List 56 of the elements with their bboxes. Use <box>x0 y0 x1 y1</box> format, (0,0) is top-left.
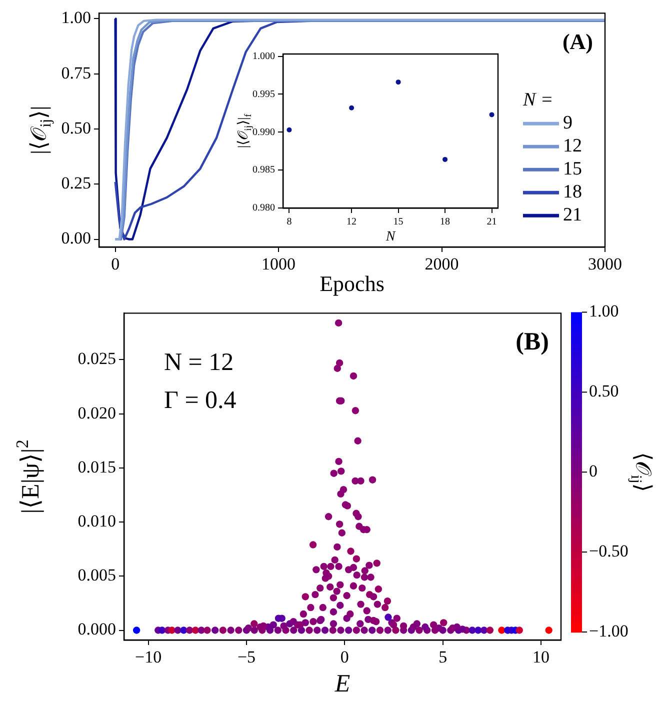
y-tick-label: 0.990 <box>252 126 275 138</box>
x-tick-label: 1000 <box>262 254 296 274</box>
y-tick-label: 0.00 <box>61 228 91 248</box>
x-tick-label: 0 <box>340 648 349 667</box>
y-tick-label: 0.75 <box>61 63 91 82</box>
y-tick-label: 1.00 <box>61 8 91 28</box>
color-bar-label: −0.50 <box>589 542 628 561</box>
y-tick-label: 0.980 <box>252 202 275 214</box>
y-tick-label: 0.015 <box>78 457 116 476</box>
point <box>286 127 292 132</box>
x-tick-label: 2000 <box>424 254 459 274</box>
y-tick-label: 0.020 <box>78 403 116 422</box>
x-axis-title: N <box>384 230 396 245</box>
annotation: (B) <box>516 328 550 356</box>
x-tick-label: 10 <box>532 648 550 667</box>
x-axis-title: Epochs <box>320 270 384 296</box>
point <box>396 80 401 85</box>
y-tick-label: 1.000 <box>252 50 275 62</box>
y-tick-label: 0.000 <box>78 620 116 639</box>
color-bar-label: 0.50 <box>589 382 619 401</box>
y-tick-label: 0.995 <box>252 88 275 100</box>
x-tick-label: 5 <box>438 648 448 667</box>
legend-title: N = <box>522 90 554 111</box>
point <box>489 112 494 118</box>
y-tick-label: 0.25 <box>61 174 91 193</box>
color-bar-label: 1.00 <box>589 302 619 321</box>
y-tick-label: 0.50 <box>61 118 91 138</box>
legend-label: 18 <box>563 182 582 203</box>
x-tick-label: 3000 <box>588 254 622 274</box>
y-axis-title: |⟨𝒪ij⟩|f <box>236 113 254 148</box>
point <box>349 105 354 110</box>
x-tick-label: 21 <box>486 216 497 228</box>
annotation: N = 12 <box>164 348 234 376</box>
x-tick-label: 0 <box>111 254 120 274</box>
annotation: (A) <box>562 28 594 54</box>
legend-label: 9 <box>563 112 572 134</box>
x-tick-label: 15 <box>393 216 404 228</box>
x-tick-label: −10 <box>135 648 162 667</box>
point <box>442 156 448 162</box>
x-tick-label: 8 <box>286 216 292 228</box>
color-bar-label: −1.00 <box>589 621 628 640</box>
y-tick-label: 0.005 <box>78 566 116 585</box>
color-bar-title: ⟨𝒪ij⟩ <box>627 452 656 492</box>
annotation: Γ = 0.4 <box>164 386 237 414</box>
y-tick-label: 0.025 <box>78 349 116 368</box>
x-tick-label: 12 <box>346 216 357 228</box>
x-tick-label: −5 <box>237 648 256 667</box>
color-bar-label: 0 <box>589 462 598 481</box>
y-axis-title: |⟨𝒪ij⟩| <box>26 106 55 154</box>
y-tick-label: 0.010 <box>78 512 116 531</box>
x-axis-title: E <box>334 670 350 698</box>
y-tick-label: 0.985 <box>252 164 275 176</box>
x-tick-label: 18 <box>440 216 450 228</box>
y-axis-title: |⟨E|ψ⟩|2 <box>12 440 45 514</box>
legend-label: 15 <box>563 158 582 180</box>
legend-label: 12 <box>563 136 582 157</box>
